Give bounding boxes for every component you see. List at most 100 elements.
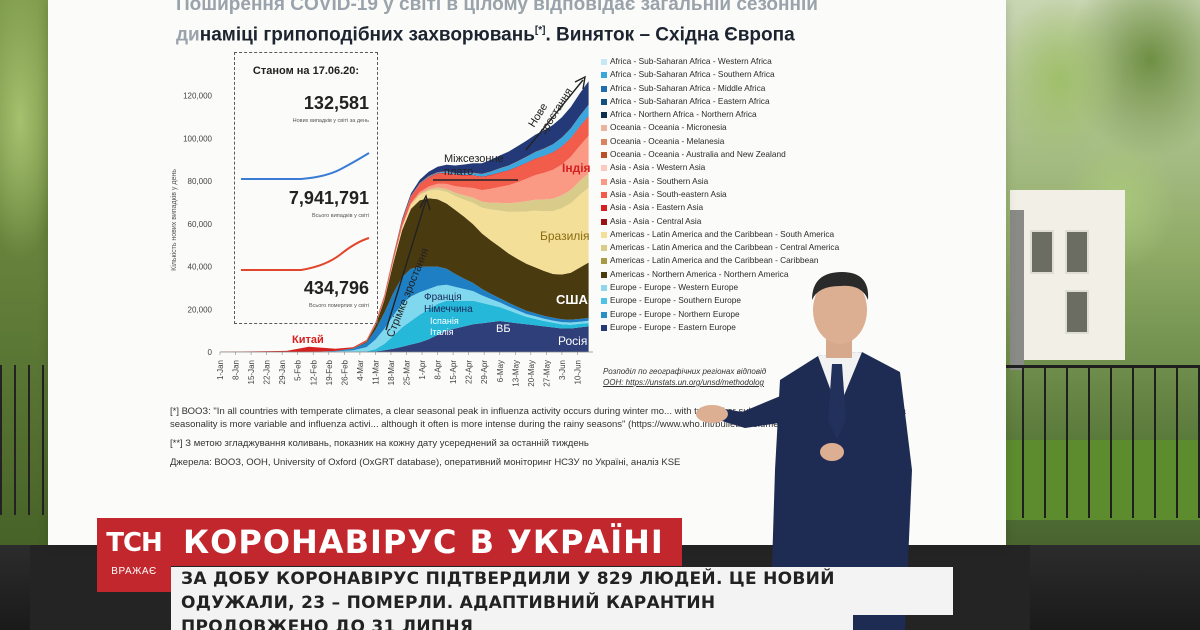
slide-title: Поширення COVID-19 у світі в цілому відп… (176, 0, 996, 48)
covid-area-chart: 1-Jan 8-Jan 15-Jan 22-Jan 29-Jan 5-Feb 12-Feb 1… (170, 75, 593, 387)
legend-label: Africa - Sub-Saharan Africa - Eastern Af… (610, 95, 770, 106)
source-note-line1: Розподіл по географічних регіонах відпов… (603, 367, 767, 376)
legend-label: Asia - Asia - Western Asia (610, 162, 706, 173)
legend-item: Asia - Asia - Southern Asia (601, 176, 921, 189)
x-tick-label: 22-Jan (263, 360, 272, 384)
legend-label: Europe - Europe - Western Europe (610, 282, 739, 293)
annotation-russia: Росія (558, 334, 587, 348)
legend-item: Oceania - Oceania - Melanesia (601, 136, 921, 149)
legend-swatch (601, 72, 607, 79)
legend-swatch (601, 271, 607, 278)
legend-label: Asia - Asia - Eastern Asia (610, 202, 704, 213)
legend-swatch (601, 138, 607, 145)
legend-swatch (601, 298, 607, 305)
annotation-brazil: Бразилія (540, 229, 589, 243)
chart-axes: 1-Jan 8-Jan 15-Jan 22-Jan 29-Jan 5-Feb 12-Feb 1… (170, 92, 593, 387)
stats-inset: Станом на 17.06.20: 132,581 Нових випадк… (234, 52, 378, 324)
legend-label: Africa - Sub-Saharan Africa - Western Af… (610, 56, 772, 66)
footnote-sources: Джерела: ВООЗ, ООН, University of Oxford… (170, 457, 681, 468)
legend-swatch (601, 98, 607, 105)
legend-label: Europe - Europe - Northern Europe (610, 308, 740, 319)
source-note-line2: ООН: https://unstats.un.org/unsd/methodo… (603, 378, 764, 387)
x-tick-label: 20-May (527, 360, 536, 387)
inset-date: Станом на 17.06.20: (252, 65, 360, 77)
legend-item: Asia - Asia - Eastern Asia (601, 202, 921, 215)
legend-item: Asia - Asia - Western Asia (601, 162, 921, 175)
slide-title-prefix-faded: ди (176, 24, 200, 46)
x-tick-label: 13-May (511, 360, 520, 387)
legend-item: Europe - Europe - Northern Europe (601, 309, 921, 322)
footnote-smoothing: [**] З метою згладжування коливань, пока… (170, 438, 589, 449)
legend-swatch (601, 285, 607, 292)
railing-right (1000, 365, 1200, 518)
x-tick-label: 4-Mar (356, 360, 365, 381)
legend-swatch (601, 258, 607, 265)
slide-title-line1: Поширення COVID-19 у світі в цілому відп… (176, 0, 818, 15)
stage-edge (30, 545, 1030, 630)
deaths-caption: Всього померлих у світі (308, 303, 369, 309)
y-tick-label: 40,000 (188, 263, 213, 272)
x-tick-label: 26-Feb (340, 359, 349, 385)
annotation-plateau: плато (444, 166, 473, 178)
legend-item: Asia - Asia - Central Asia (601, 216, 921, 229)
total-cases-value: 7,941,791 (288, 188, 369, 208)
annotation-india: Індія (562, 161, 591, 175)
y-tick-label: 60,000 (188, 220, 213, 229)
legend-swatch (601, 59, 607, 65)
legend-swatch (601, 152, 607, 159)
area-series (220, 116, 589, 352)
legend-label: Americas - Latin America and the Caribbe… (610, 228, 835, 239)
legend-swatch (601, 324, 607, 331)
legend-swatch (601, 231, 607, 238)
x-tick-label: 8-Jan (232, 360, 241, 380)
legend-item: Oceania - Oceania - Micronesia (601, 122, 921, 135)
x-tick-label: 12-Feb (309, 359, 318, 385)
legend-label: Africa - Sub-Saharan Africa - Southern A… (610, 69, 775, 80)
legend-item: Europe - Europe - Western Europe (601, 282, 921, 295)
area-series (220, 321, 589, 352)
legend-swatch (601, 165, 607, 172)
legend-label: Africa - Northern Africa - Northern Afri… (610, 109, 757, 120)
region-source-note: Розподіл по географічних регіонах відпов… (603, 366, 823, 388)
y-tick-label: 120,000 (183, 92, 212, 101)
x-tick-label: 18-Mar (387, 360, 396, 386)
legend-swatch (601, 245, 607, 252)
projection-screen: Поширення COVID-19 у світі в цілому відп… (48, 0, 1006, 545)
legend-item: Americas - Latin America and the Caribbe… (601, 255, 921, 268)
area-series (220, 266, 589, 352)
lamp-post (1010, 210, 1024, 370)
slide-title-prefix: наміці грипоподібних захворювань (199, 24, 535, 46)
legend-item: Europe - Europe - Eastern Europe (601, 322, 921, 335)
x-tick-label: 15-Jan (247, 360, 256, 384)
arrow-new-growth (525, 75, 586, 151)
legend-label: Asia - Asia - South-eastern Asia (610, 188, 727, 199)
legend-item: Americas - Latin America and the Caribbe… (601, 242, 921, 255)
legend-swatch (601, 218, 607, 225)
y-axis-label: Кількість нових випадків у день (170, 169, 178, 271)
annotation-uk: ВБ (496, 323, 511, 335)
annotation-france-germany: Німеччина (424, 304, 473, 315)
x-tick-label: 19-Feb (325, 359, 334, 385)
x-tick-label: 25-Mar (403, 360, 412, 386)
legend-label: Oceania - Oceania - Australia and New Ze… (610, 149, 786, 160)
railing-left (0, 365, 46, 515)
new-cases-sparkline (241, 152, 370, 180)
legend-label: Europe - Europe - Southern Europe (610, 295, 741, 306)
legend-label: Asia - Asia - Southern Asia (610, 175, 709, 186)
deaths-value: 434,796 (303, 278, 369, 298)
x-tick-label: 8-Apr (434, 360, 443, 380)
y-tick-label: 20,000 (188, 305, 213, 314)
legend-label: Americas - Latin America and the Caribbe… (610, 255, 819, 266)
x-tick-label: 1-Apr (418, 360, 427, 380)
cases-line (241, 237, 370, 271)
legend-item: Africa - Sub-Saharan Africa - Eastern Af… (601, 96, 921, 109)
area-series (220, 300, 589, 352)
legend-swatch (601, 112, 607, 119)
new-cases-caption: Нових випадків у світі за день (292, 118, 369, 124)
slide-title-suffix: . Виняток – Східна Європа (545, 24, 795, 46)
area-series (220, 198, 589, 352)
footnote-who: [*] ВООЗ: "In all countries with tempera… (170, 406, 906, 430)
x-tick-label: 3-Jun (558, 360, 567, 380)
legend-label: Oceania - Oceania - Micronesia (610, 122, 727, 133)
